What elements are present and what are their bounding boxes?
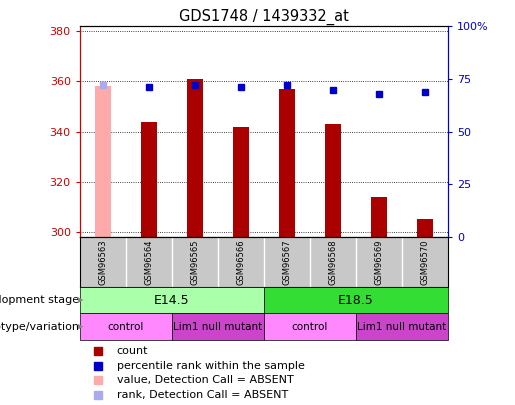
Bar (172, 313, 264, 340)
Text: E14.5: E14.5 (154, 294, 190, 307)
Text: GSM96563: GSM96563 (98, 239, 107, 285)
Text: GSM96566: GSM96566 (236, 239, 246, 285)
Bar (264, 287, 448, 313)
Bar (141, 122, 157, 237)
Text: GSM96570: GSM96570 (421, 239, 430, 285)
Bar (325, 124, 341, 237)
Bar (417, 220, 433, 237)
Text: control: control (292, 322, 328, 332)
Text: GSM96568: GSM96568 (329, 239, 337, 285)
Title: GDS1748 / 1439332_at: GDS1748 / 1439332_at (179, 9, 349, 25)
Text: GSM96565: GSM96565 (191, 239, 199, 285)
Text: control: control (108, 322, 144, 332)
Bar (356, 313, 448, 340)
Text: value, Detection Call = ABSENT: value, Detection Call = ABSENT (116, 375, 294, 385)
Text: GSM96569: GSM96569 (374, 239, 384, 285)
Text: Lim1 null mutant: Lim1 null mutant (173, 322, 263, 332)
Text: GSM96564: GSM96564 (144, 239, 153, 285)
Text: genotype/variation: genotype/variation (0, 322, 79, 332)
Text: development stage: development stage (0, 295, 79, 305)
Bar (95, 87, 111, 237)
Text: percentile rank within the sample: percentile rank within the sample (116, 360, 304, 371)
Text: E18.5: E18.5 (338, 294, 374, 307)
Text: Lim1 null mutant: Lim1 null mutant (357, 322, 447, 332)
Bar (279, 89, 295, 237)
Bar (233, 127, 249, 237)
Text: count: count (116, 346, 148, 356)
Bar (187, 79, 203, 237)
Bar (371, 197, 387, 237)
Bar (80, 313, 172, 340)
Bar (80, 287, 264, 313)
Text: GSM96567: GSM96567 (282, 239, 291, 285)
Text: rank, Detection Call = ABSENT: rank, Detection Call = ABSENT (116, 390, 288, 400)
Bar (264, 313, 356, 340)
